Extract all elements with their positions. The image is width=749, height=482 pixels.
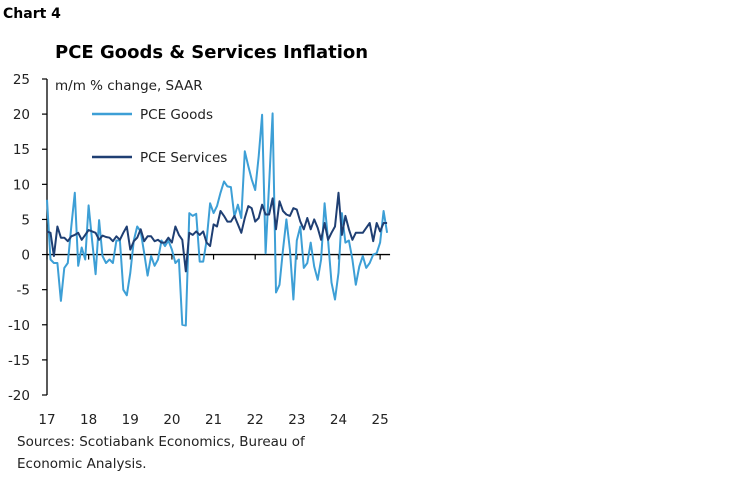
y-axis-label: m/m % change, SAAR bbox=[55, 78, 203, 94]
series-line-goods bbox=[46, 112, 389, 327]
y-tick-label: 0 bbox=[21, 248, 30, 264]
y-tick-label: 25 bbox=[13, 72, 30, 88]
series-line-services bbox=[46, 191, 388, 273]
x-tick-label: 24 bbox=[330, 412, 347, 428]
y-tick-label: -5 bbox=[17, 283, 30, 299]
x-tick-label: 19 bbox=[122, 412, 139, 428]
x-tick-label: 23 bbox=[288, 412, 305, 428]
legend-label-services: PCE Services bbox=[140, 150, 227, 166]
y-tick-label: 20 bbox=[13, 107, 30, 123]
x-tick-label: 18 bbox=[80, 412, 97, 428]
legend-label-goods: PCE Goods bbox=[140, 107, 213, 123]
chart-number: Chart 4 bbox=[3, 6, 61, 22]
y-tick-label: 5 bbox=[21, 212, 30, 228]
x-tick-label: 25 bbox=[372, 412, 389, 428]
y-tick-label: -20 bbox=[8, 388, 30, 404]
chart-title: PCE Goods & Services Inflation bbox=[55, 42, 369, 63]
y-tick-label: 10 bbox=[13, 177, 30, 193]
x-tick-label: 21 bbox=[205, 412, 222, 428]
x-tick-label: 20 bbox=[163, 412, 180, 428]
y-tick-label: -15 bbox=[8, 353, 30, 369]
y-tick-label: 15 bbox=[13, 142, 30, 158]
source-note: Sources: Scotiabank Economics, Bureau of… bbox=[17, 434, 305, 472]
y-tick-label: -10 bbox=[8, 318, 30, 334]
x-tick-label: 22 bbox=[247, 412, 264, 428]
x-tick-label: 17 bbox=[38, 412, 55, 428]
